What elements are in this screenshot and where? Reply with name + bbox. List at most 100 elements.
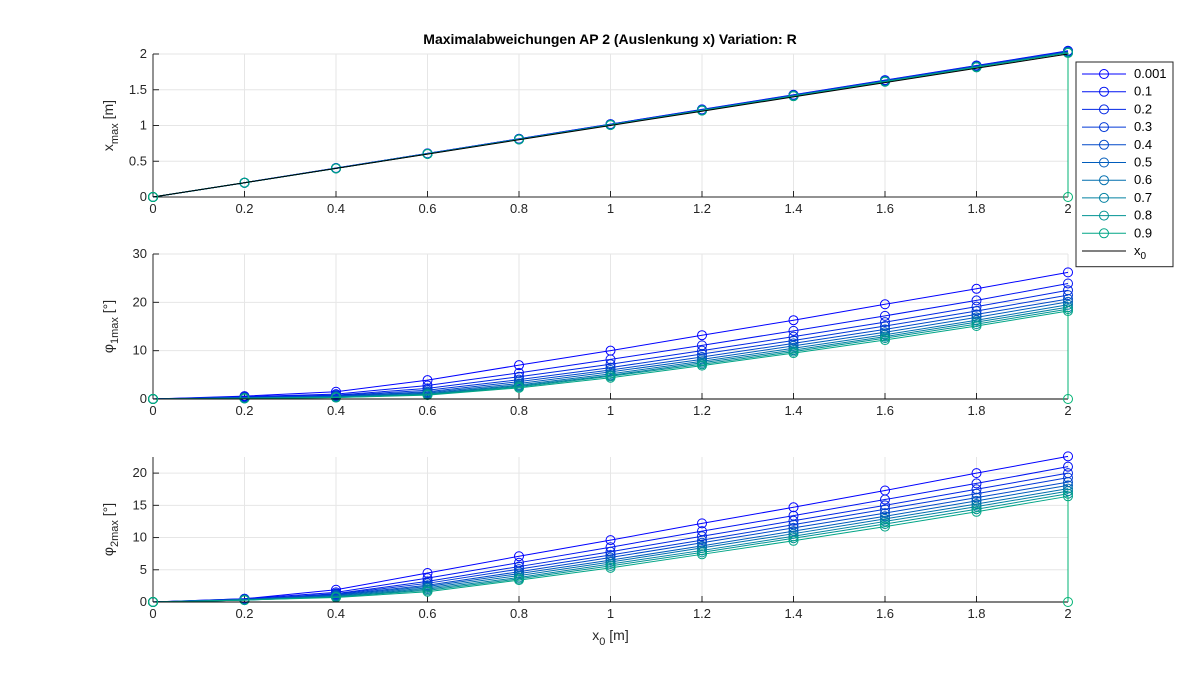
data-point <box>239 177 250 188</box>
x-tick-label: 2 <box>1064 201 1071 216</box>
data-point <box>422 390 433 401</box>
data-point <box>697 518 707 529</box>
data-point <box>514 575 524 586</box>
legend-label: 0.4 <box>1134 137 1152 152</box>
chart-title: Maximalabweichungen AP 2 (Auslenkung x) … <box>423 31 796 47</box>
series-line <box>152 495 1069 603</box>
data-point <box>1063 290 1073 301</box>
data-point <box>880 511 890 522</box>
legend-entry: 0.7 <box>1082 190 1152 205</box>
y-tick-label: 1.5 <box>129 82 147 97</box>
x-tick-label: 0.8 <box>510 403 528 418</box>
data-point <box>239 595 250 606</box>
x-tick-label: 0 <box>149 403 156 418</box>
data-point <box>971 488 982 499</box>
legend-marker <box>1099 210 1109 221</box>
x-axis-label: x0 [m] <box>592 627 628 648</box>
data-point <box>1063 461 1073 472</box>
x-tick-label: 2 <box>1064 403 1071 418</box>
legend-entry: 0.6 <box>1082 172 1152 187</box>
data-point <box>971 309 982 320</box>
x-tick-label: 1.8 <box>967 201 985 216</box>
data-point <box>971 283 982 294</box>
legend-label: 0.001 <box>1134 66 1167 81</box>
series-0.9 <box>148 491 1073 607</box>
data-point <box>1063 451 1073 462</box>
data-point <box>971 504 982 515</box>
data-point <box>1063 394 1073 404</box>
legend-label: 0.5 <box>1134 155 1152 170</box>
y-tick-label: 0 <box>140 594 147 609</box>
x-tick-label: 0.6 <box>418 606 436 621</box>
x-tick-label: 0.6 <box>418 201 436 216</box>
data-point <box>697 535 707 546</box>
legend-entry: 0.2 <box>1082 101 1152 116</box>
data-point <box>880 508 890 519</box>
data-point <box>788 535 799 546</box>
data-point <box>1063 472 1073 483</box>
data-point <box>331 163 341 174</box>
data-point <box>514 551 524 562</box>
data-point <box>971 468 982 479</box>
x-tick-label: 1.2 <box>693 403 711 418</box>
series-line <box>152 484 1069 603</box>
x-tick-label: 1 <box>607 201 614 216</box>
legend-marker <box>1099 86 1109 97</box>
data-point <box>788 325 799 336</box>
data-point <box>971 495 982 506</box>
x-tick-label: 1.6 <box>876 403 894 418</box>
data-point <box>148 394 158 404</box>
data-point <box>971 506 982 517</box>
data-point <box>880 519 890 530</box>
legend-marker <box>1099 228 1109 239</box>
data-point <box>788 522 799 533</box>
y-tick-label: 10 <box>133 343 147 358</box>
x-tick-label: 1.8 <box>967 606 985 621</box>
legend-label: 0.6 <box>1134 172 1152 187</box>
y-tick-label: 20 <box>133 294 147 309</box>
y-tick-label: 0 <box>140 391 147 406</box>
series-line <box>152 455 1069 603</box>
legend-label: 0.9 <box>1134 225 1152 240</box>
data-point <box>1063 192 1073 202</box>
data-point <box>880 521 890 532</box>
data-point <box>788 348 799 359</box>
legend: 0.001 0.1 0.2 0.3 0.4 0.5 0.6 0.7 0.8 0.9 x0 <box>1075 61 1174 268</box>
data-point <box>605 372 616 383</box>
legend-entry: 0.9 <box>1082 225 1152 240</box>
y-tick-label: 30 <box>133 246 147 261</box>
legend-marker <box>1099 104 1109 115</box>
legend-label: 0.3 <box>1134 119 1152 134</box>
y-tick-label: 0 <box>140 189 147 204</box>
legend-entry: x0 <box>1082 243 1147 262</box>
x-tick-label: 1.6 <box>876 606 894 621</box>
data-point <box>605 535 616 546</box>
data-point <box>422 568 433 578</box>
x-tick-label: 0.8 <box>510 606 528 621</box>
x-tick-label: 1.8 <box>967 403 985 418</box>
legend-marker <box>1099 139 1109 150</box>
data-point <box>788 515 799 526</box>
legend-marker <box>1099 69 1109 79</box>
x-tick-label: 0.2 <box>235 606 253 621</box>
y-tick-label: 15 <box>133 497 147 512</box>
data-point <box>1063 597 1073 607</box>
x-tick-label: 0.4 <box>327 201 345 216</box>
legend-label: 0.1 <box>1134 84 1152 99</box>
legend-entry: 0.5 <box>1082 155 1152 170</box>
legend-entry: 0.001 <box>1082 66 1167 81</box>
data-point <box>971 501 982 512</box>
data-point <box>880 299 890 310</box>
series-line <box>152 53 1069 198</box>
data-point <box>514 360 524 371</box>
legend-entry: 0.3 <box>1082 119 1152 134</box>
legend-box <box>1075 61 1174 268</box>
data-point <box>422 148 433 159</box>
y-tick-label: 0.5 <box>129 153 147 168</box>
x-tick-label: 0 <box>149 201 156 216</box>
y-axis-label: φ1max [°] <box>100 300 121 353</box>
data-point <box>880 516 890 527</box>
data-point <box>605 546 616 557</box>
data-point <box>971 478 982 489</box>
